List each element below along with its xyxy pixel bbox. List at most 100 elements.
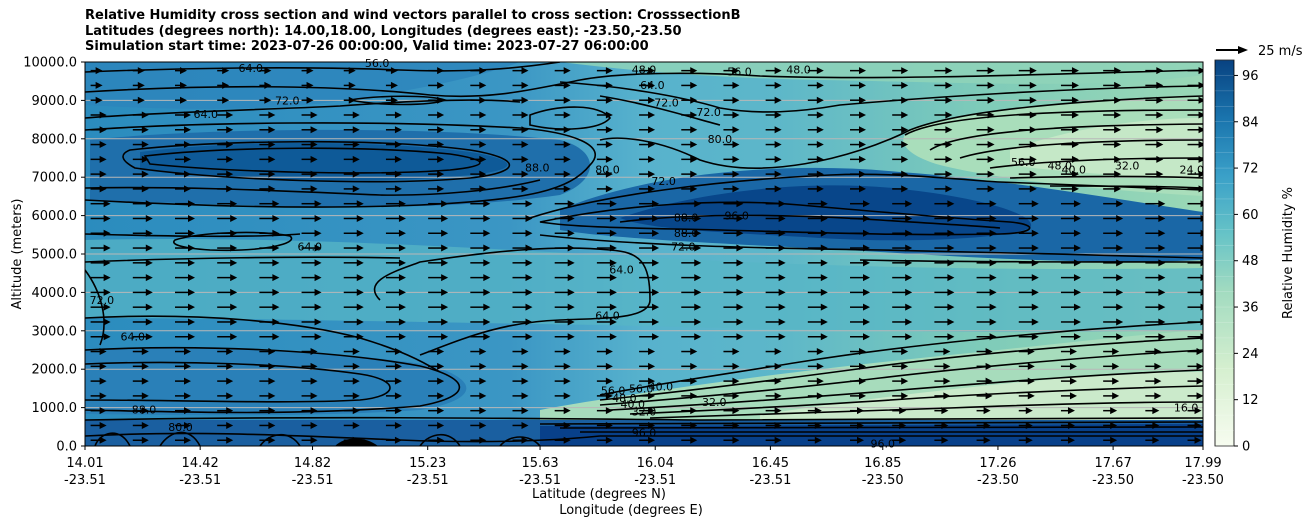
wind-arrow	[259, 170, 276, 178]
wind-arrow	[850, 96, 867, 104]
wind-arrow	[639, 229, 660, 237]
wind-arrow	[174, 318, 195, 326]
wind-arrow	[343, 200, 364, 208]
wind-arrow	[976, 229, 997, 237]
wind-arrow	[174, 303, 195, 311]
wind-arrow	[976, 348, 993, 356]
wind-arrow	[723, 377, 740, 385]
wind-arrow	[132, 377, 149, 385]
wind-arrow	[681, 141, 698, 149]
rh-surface-core	[540, 424, 1203, 446]
wind-arrow	[681, 333, 702, 341]
contour-line	[609, 369, 1203, 411]
wind-arrow	[934, 392, 951, 400]
contour-label: 72.0	[275, 94, 300, 107]
wind-arrow	[934, 348, 951, 356]
contour-line	[85, 346, 461, 414]
y-tick-label: 7000.0	[32, 171, 78, 186]
wind-arrow	[132, 126, 149, 134]
wind-arrow	[90, 185, 107, 193]
wind-arrow	[681, 170, 698, 178]
wind-arrow	[1060, 392, 1077, 400]
wind-arrow	[807, 81, 824, 89]
wind-arrow	[1060, 170, 1079, 178]
wind-arrow	[1060, 141, 1079, 149]
wind-arrow	[554, 200, 575, 208]
wind-arrow	[512, 229, 533, 237]
wind-arrow	[301, 111, 318, 119]
wind-arrow	[723, 288, 744, 296]
wind-arrow	[892, 200, 913, 208]
wind-arrow	[554, 81, 571, 89]
wind-arrow	[892, 407, 907, 415]
wind-arrow	[892, 259, 913, 267]
wind-arrow	[174, 421, 191, 429]
contour-line	[85, 416, 1203, 421]
wind-arrow	[90, 274, 111, 282]
wind-arrow	[934, 170, 953, 178]
wind-arrow	[1018, 362, 1035, 370]
wind-arrow	[596, 377, 613, 385]
wind-arrow	[428, 421, 445, 429]
wind-arrow	[217, 259, 238, 267]
wind-arrow	[723, 259, 744, 267]
wind-arrow	[343, 229, 364, 237]
wind-arrow	[1103, 377, 1120, 385]
wind-arrow	[174, 155, 191, 163]
wind-arrow	[174, 185, 191, 193]
wind-arrow	[554, 96, 571, 104]
wind-arrow	[174, 126, 191, 134]
wind-arrow	[132, 155, 149, 163]
wind-arrow	[850, 200, 871, 208]
wind-arrow	[850, 81, 867, 89]
wind-arrow	[554, 274, 575, 282]
wind-arrow	[639, 436, 656, 444]
wind-arrow	[892, 392, 909, 400]
wind-arrow	[976, 81, 995, 89]
wind-arrow	[934, 436, 949, 444]
wind-arrow	[343, 96, 356, 104]
wind-arrow	[1103, 303, 1124, 311]
wind-arrow	[90, 407, 107, 415]
wind-arrow	[132, 141, 149, 149]
wind-arrow	[428, 96, 445, 104]
wind-arrow	[132, 362, 149, 370]
wind-arrow	[934, 303, 955, 311]
contour-label: 32.0	[702, 396, 727, 409]
wind-arrow	[90, 333, 111, 341]
wind-arrow	[892, 244, 913, 252]
wind-arrow	[1145, 348, 1162, 356]
wind-arrow	[976, 200, 997, 208]
wind-arrow	[934, 377, 951, 385]
wind-arrow	[681, 318, 702, 326]
wind-arrow	[174, 96, 187, 104]
wind-arrow	[681, 407, 698, 415]
wind-arrow	[1060, 155, 1079, 163]
wind-arrow	[850, 67, 867, 75]
wind-arrow	[132, 407, 149, 415]
wind-arrow	[976, 303, 997, 311]
wind-arrow	[512, 392, 529, 400]
wind-arrow	[217, 111, 234, 119]
wind-arrow	[343, 111, 360, 119]
wind-arrow	[976, 259, 997, 267]
contour-label: 96.0	[632, 427, 657, 440]
wind-arrow	[512, 436, 529, 444]
wind-arrow	[807, 303, 828, 311]
contour-line	[85, 361, 391, 403]
wind-arrow	[554, 185, 571, 193]
wind-arrow	[554, 229, 575, 237]
wind-arrow	[1060, 421, 1075, 429]
wind-arrow	[470, 377, 487, 385]
wind-arrow	[301, 362, 318, 370]
quiver-key-arrowhead	[1238, 46, 1248, 54]
wind-arrow	[1060, 200, 1081, 208]
wind-arrow	[301, 259, 322, 267]
wind-arrow	[639, 141, 656, 149]
wind-arrow	[1187, 303, 1203, 311]
wind-arrow	[807, 185, 824, 193]
wind-arrow	[385, 303, 406, 311]
wind-arrow	[512, 81, 529, 89]
wind-arrow	[639, 421, 656, 429]
title-line-3: Simulation start time: 2023-07-26 00:00:…	[85, 39, 649, 54]
